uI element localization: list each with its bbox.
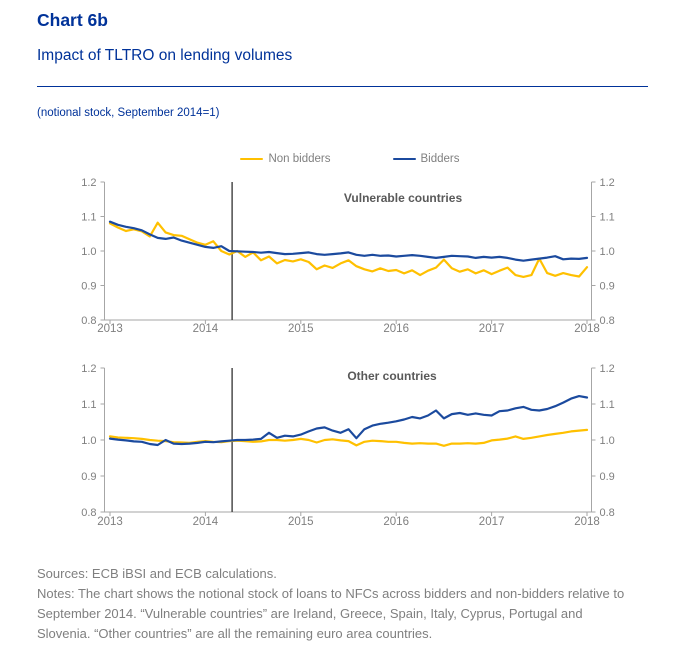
chart-other-countries: 0.8 0.8 0.9 0.9 1.0 1.0 1.1 1.1 1.2 1.2 2013 2014 20… (81, 363, 615, 528)
series-line-bidders (108, 220, 589, 262)
legend-label-non-bidders: Non bidders (268, 153, 331, 165)
y-tick-label: 0.8 (81, 315, 96, 327)
y-tick-label: 1.0 (600, 246, 615, 258)
series-line-non-bidders (108, 221, 589, 279)
page-title: Impact of TLTRO on lending volumes (37, 47, 293, 64)
y-tick-label: 0.9 (81, 280, 96, 292)
x-tick-label: 2018 (574, 323, 600, 335)
notes-text: Notes: The chart shows the notional stoc… (37, 586, 625, 641)
chart-footnote: Sources: ECB iBSI and ECB calculations. … (37, 564, 635, 644)
chart-subtitle: (notional stock, September 2014=1) (37, 107, 220, 119)
y-tick-label: 0.8 (600, 315, 615, 327)
legend-item-non-bidders: Non bidders (240, 153, 331, 165)
y-tick-label: 0.9 (600, 471, 615, 483)
non-bidders-line-swatch (240, 157, 264, 161)
panel-title: Vulnerable countries (344, 191, 463, 205)
chart-number: Chart 6b (37, 10, 108, 30)
y-tick-label: 1.1 (81, 211, 96, 223)
y-tick-label: 0.9 (600, 280, 615, 292)
y-tick-label: 1.2 (600, 177, 615, 189)
x-tick-label: 2016 (383, 516, 409, 528)
y-tick-label: 0.8 (600, 507, 615, 519)
x-tick-label: 2015 (288, 323, 314, 335)
title-divider (37, 86, 648, 87)
series-line-bidders (108, 394, 589, 447)
y-tick-label: 1.1 (600, 211, 615, 223)
x-tick-label: 2017 (479, 323, 505, 335)
bidders-line-swatch (392, 157, 416, 161)
y-tick-label: 1.1 (600, 399, 615, 411)
chart-legend: Non bidders Bidders (70, 153, 630, 165)
x-tick-label: 2013 (97, 516, 123, 528)
y-tick-label: 1.0 (81, 246, 96, 258)
y-tick-label: 1.2 (81, 177, 96, 189)
y-tick-label: 1.2 (81, 363, 96, 375)
y-tick-label: 1.2 (600, 363, 615, 375)
y-tick-label: 0.9 (81, 471, 96, 483)
legend-item-bidders: Bidders (392, 153, 460, 165)
x-tick-label: 2018 (574, 516, 600, 528)
x-tick-label: 2013 (97, 323, 123, 335)
x-tick-label: 2016 (383, 323, 409, 335)
x-tick-label: 2014 (193, 516, 219, 528)
x-tick-label: 2014 (193, 323, 219, 335)
sources-text: Sources: ECB iBSI and ECB calculations. (37, 566, 277, 581)
y-tick-label: 1.0 (81, 435, 96, 447)
legend-label-bidders: Bidders (420, 153, 460, 165)
panel-title: Other countries (347, 369, 437, 383)
x-tick-label: 2017 (479, 516, 505, 528)
x-tick-label: 2015 (288, 516, 314, 528)
y-tick-label: 1.0 (600, 435, 615, 447)
chart-vulnerable-countries: 0.8 0.8 0.9 0.9 1.0 1.0 1.1 1.1 1.2 1.2 2013 2014 20… (81, 177, 615, 335)
y-tick-label: 1.1 (81, 399, 96, 411)
y-tick-label: 0.8 (81, 507, 96, 519)
